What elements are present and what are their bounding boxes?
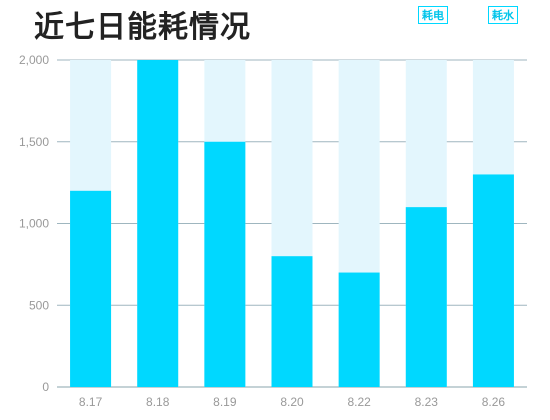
bar: [70, 190, 112, 387]
y-tick-label: 1,500: [19, 135, 49, 149]
x-tick-label: 8.26: [482, 395, 506, 409]
bar: [204, 141, 246, 387]
x-tick-label: 8.23: [415, 395, 439, 409]
legend-electricity[interactable]: 耗电: [418, 6, 448, 24]
x-tick-label: 8.17: [79, 395, 103, 409]
bar: [271, 256, 313, 387]
x-tick-label: 8.18: [146, 395, 170, 409]
y-tick-label: 500: [29, 298, 49, 312]
x-tick-label: 8.19: [213, 395, 237, 409]
chart-title: 近七日能耗情况: [34, 10, 251, 45]
y-tick-label: 1,000: [19, 217, 49, 231]
x-tick-label: 8.20: [280, 395, 304, 409]
bar: [472, 174, 514, 387]
x-tick-label: 8.22: [347, 395, 371, 409]
bar: [137, 60, 179, 387]
bar: [405, 207, 447, 387]
bar: [338, 272, 380, 387]
y-tick-label: 0: [42, 380, 49, 394]
legend-water[interactable]: 耗水: [488, 6, 518, 24]
y-tick-label: 2,000: [19, 53, 49, 67]
